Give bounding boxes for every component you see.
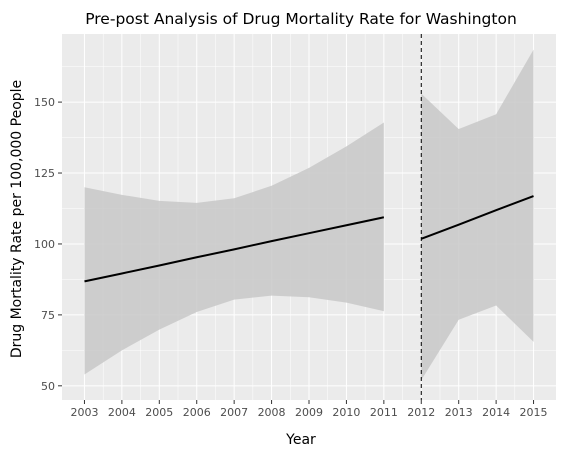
y-tick-label: 50 (41, 380, 55, 393)
x-tick-label: 2008 (258, 406, 286, 419)
x-axis-label: Year (285, 432, 316, 448)
x-tick-label: 2015 (520, 406, 548, 419)
y-tick-label: 125 (34, 167, 55, 180)
chart-title: Pre-post Analysis of Drug Mortality Rate… (85, 10, 517, 28)
x-axis-ticks: 2003 2004 2005 2006 2007 2008 2009 2010 2011 2012… (70, 400, 548, 419)
x-tick-label: 2012 (407, 406, 435, 419)
trend-line-post (420, 195, 534, 240)
y-tick-label: 100 (34, 238, 55, 251)
trend-line-pre (84, 216, 385, 283)
trend-lines (84, 195, 534, 283)
confidence-ribbon-post (421, 49, 534, 381)
x-tick-label: 2006 (183, 406, 211, 419)
y-axis-label: Drug Mortality Rate per 100,000 People (9, 80, 25, 358)
x-tick-label: 2013 (445, 406, 473, 419)
x-tick-label: 2004 (108, 406, 136, 419)
x-tick-label: 2010 (332, 406, 360, 419)
x-tick-label: 2011 (370, 406, 398, 419)
x-tick-label: 2014 (482, 406, 510, 419)
x-tick-label: 2003 (70, 406, 98, 419)
y-axis-ticks: 50 75 100 125 150 (34, 96, 62, 393)
y-tick-label: 150 (34, 96, 55, 109)
x-tick-label: 2009 (295, 406, 323, 419)
x-tick-label: 2007 (220, 406, 248, 419)
x-tick-label: 2005 (145, 406, 173, 419)
y-tick-label: 75 (41, 309, 55, 322)
